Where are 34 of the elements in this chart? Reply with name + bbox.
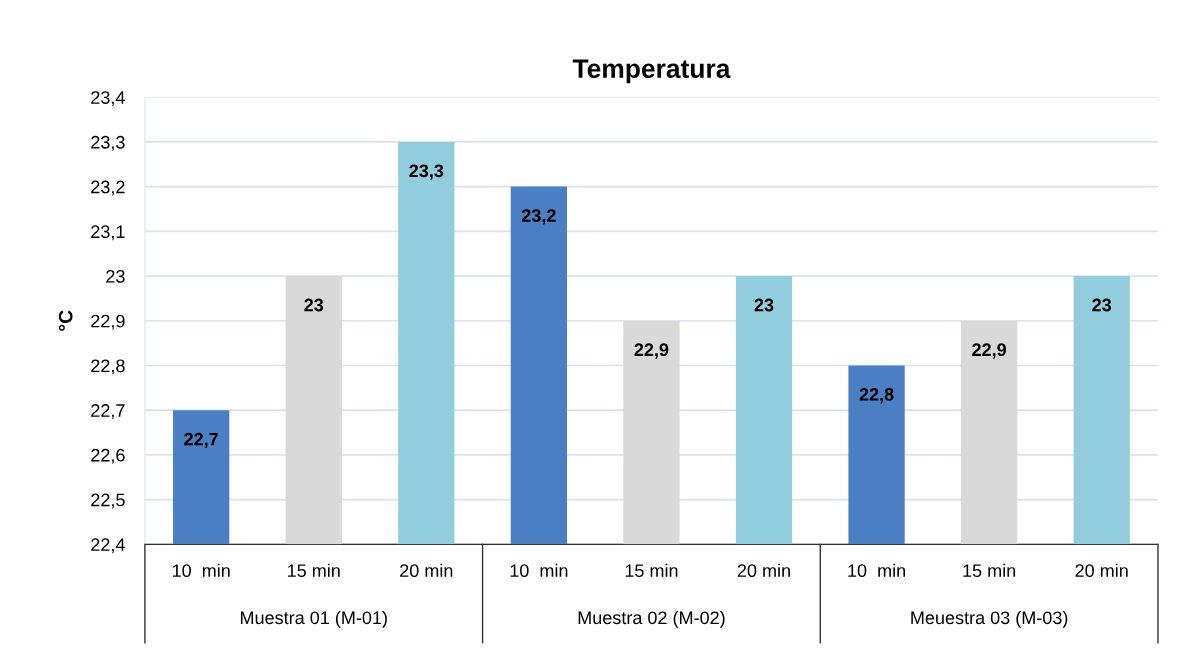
y-tick-label: 23,4: [91, 91, 125, 107]
text: Muestra 01 (M-01): [240, 610, 387, 628]
y-tick-label: 23,1: [91, 225, 125, 241]
y-tick-label: 23,3: [91, 135, 125, 151]
x-tick-label: 20 min: [737, 563, 790, 578]
x-tick-label: 10 min: [848, 563, 905, 578]
y-tick-label: 22,7: [91, 404, 125, 420]
data-label: 23,3: [409, 164, 444, 180]
data-label: 22,8: [859, 388, 894, 404]
data-label: 22,9: [634, 343, 669, 359]
y-tick-label: 23,2: [91, 180, 125, 196]
data-label: 23: [1092, 298, 1112, 312]
y-axis-title: °C: [58, 310, 73, 331]
text: Muestra 02 (M-02): [578, 610, 725, 628]
x-tick-label: 15 min: [288, 563, 340, 578]
y-tick-label: 22,8: [91, 359, 125, 375]
chart-title: Temperatura: [572, 59, 731, 84]
data-label: 23: [304, 298, 324, 312]
x-tick-label: 15 min: [625, 563, 678, 578]
text: Meuestra 03 (M-03): [911, 610, 1068, 628]
x-tick-label: 20 min: [400, 563, 453, 578]
y-tick-label: 22,5: [91, 493, 125, 509]
data-label: 23: [754, 298, 774, 312]
y-tick-label: 22,9: [91, 314, 125, 330]
data-label: 22,9: [972, 343, 1007, 359]
x-tick-label: 10 min: [510, 563, 568, 578]
y-tick-label: 22,6: [91, 448, 125, 464]
x-tick-label: 10 min: [172, 563, 230, 578]
y-tick-label: 23: [106, 269, 125, 283]
x-tick-label: 15 min: [963, 563, 1016, 578]
y-tick-label: 22,4: [91, 538, 125, 554]
x-tick-label: 20 min: [1075, 563, 1128, 578]
data-label: 22,7: [184, 432, 218, 449]
data-label: 23,2: [521, 209, 556, 225]
